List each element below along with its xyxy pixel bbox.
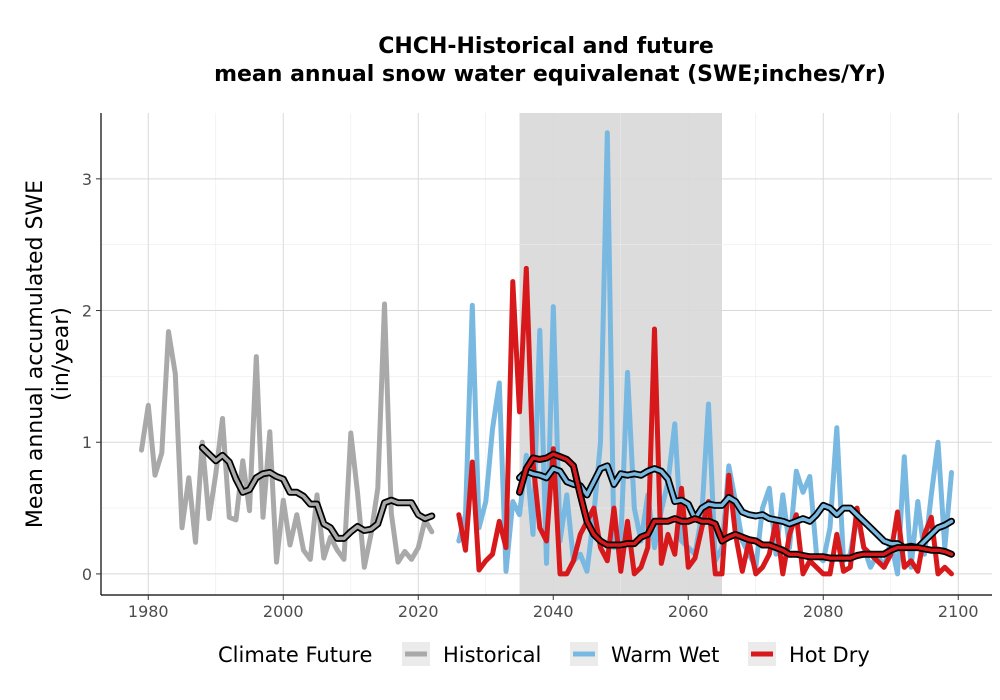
y-tick-label: 1 [82, 433, 92, 452]
legend-label-warm-wet: Warm Wet [611, 643, 719, 667]
moving-average-line-2 [517, 452, 954, 560]
y-tick-label: 0 [82, 565, 92, 584]
y-tick-label: 2 [82, 302, 92, 321]
x-tick-label: 2020 [398, 602, 439, 621]
moving-average-line-0 [200, 445, 434, 541]
x-tick-label: 2000 [263, 602, 304, 621]
y-tick-label: 3 [82, 170, 92, 189]
chart-title-line2: mean annual snow water equivalenat (SWE;… [214, 62, 886, 87]
legend-label-hot-dry: Hot Dry [789, 643, 870, 667]
y-axis-label-line1: Mean annual accumulated SWE [23, 180, 48, 528]
x-tick-label: 2040 [533, 602, 574, 621]
y-axis-label-line2: (in/year) [49, 307, 74, 401]
series-line-historical [139, 301, 435, 570]
x-tick-label: 2080 [803, 602, 844, 621]
moving-average-line-1 [517, 464, 954, 550]
x-tick-label: 2100 [938, 602, 979, 621]
chart-title-line1: CHCH-Historical and future [378, 34, 714, 59]
legend-label-historical: Historical [443, 643, 541, 667]
x-tick-label: 1980 [128, 602, 169, 621]
legend: Climate Future Historical Warm Wet Hot Dry [218, 642, 870, 667]
series-line-warm-wet [456, 130, 954, 577]
legend-title: Climate Future [218, 643, 372, 667]
x-tick-label: 2060 [668, 602, 709, 621]
